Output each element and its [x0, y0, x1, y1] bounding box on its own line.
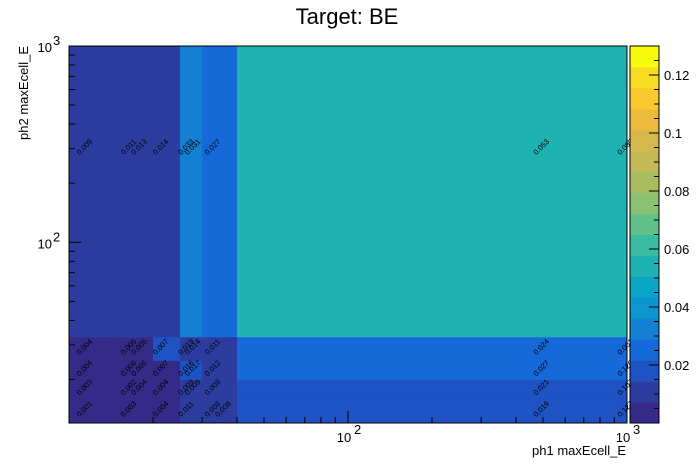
y-tick-label: 10 [38, 40, 52, 55]
heatmap-cell [180, 398, 203, 424]
y-axis-label: ph2 maxEcell_E [16, 46, 31, 140]
colorbar-swatch [630, 87, 659, 110]
heatmap-cell [118, 46, 154, 338]
colorbar-swatch [630, 46, 659, 68]
colorbar-swatch [630, 66, 659, 89]
colorbar-swatch [630, 402, 659, 424]
chart-title: Target: BE [296, 4, 399, 29]
colorbar-swatch [630, 381, 659, 403]
heatmap-cell [236, 379, 628, 399]
y-tick-exponent: 2 [53, 229, 60, 244]
heatmap-cell [180, 46, 203, 338]
colorbar-swatch [630, 297, 659, 319]
heatmap-cell [180, 336, 203, 361]
colorbar-tick-label: 0.1 [664, 126, 682, 141]
colorbar-tick-label: 0.06 [664, 242, 689, 257]
heatmap-cell [180, 379, 203, 399]
colorbar-tick-label: 0.12 [664, 68, 689, 83]
colorbar-swatch [630, 339, 659, 361]
colorbar-swatch [630, 255, 659, 277]
heatmap-cell [118, 360, 154, 380]
heatmap-cell [118, 379, 154, 399]
x-axis-label: ph1 maxEcell_E [532, 443, 626, 458]
x-tick-exponent: 3 [633, 422, 640, 437]
heatmap-cells [69, 46, 628, 424]
heatmap-cell [152, 46, 181, 338]
colorbar-swatch [630, 213, 659, 235]
heatmap-cell [202, 379, 238, 399]
colorbar-swatch [630, 234, 659, 256]
colorbar-tick-label: 0.02 [664, 358, 689, 373]
colorbar-swatch [630, 108, 659, 131]
heatmap-cell [152, 360, 181, 380]
heatmap-cell [69, 46, 119, 338]
x-tick-exponent: 2 [354, 422, 361, 437]
heatmap-cell [152, 336, 181, 361]
colorbar-tick-label: 0.04 [664, 300, 689, 315]
colorbar-swatch [630, 318, 659, 340]
y-tick-label: 10 [38, 236, 52, 251]
heatmap-cell [152, 379, 181, 399]
colorbar-swatch [630, 150, 659, 173]
colorbar-swatch [630, 129, 659, 152]
heatmap-cell [118, 336, 154, 361]
colorbar-swatch [630, 171, 659, 194]
heatmap-cell [180, 360, 203, 380]
heatmap-cell [69, 336, 119, 361]
heatmap-cell [236, 336, 628, 361]
heatmap-cell [202, 360, 238, 380]
heatmap-cell [69, 379, 119, 399]
heatmap-cell [236, 46, 628, 338]
heatmap-cell [202, 336, 238, 361]
colorbar-swatch [630, 192, 659, 215]
colorbar-swatch [630, 360, 659, 382]
heatmap-cell [118, 398, 154, 424]
heatmap-cell [69, 360, 119, 380]
x-tick-label: 10 [337, 430, 351, 445]
colorbar: 0.02 0.04 0.06 0.08 0.1 0.12 [629, 45, 689, 424]
heatmap-cell [152, 398, 181, 424]
y-tick-exponent: 3 [53, 33, 60, 48]
colorbar-swatch [630, 276, 659, 298]
heatmap-cell [236, 360, 628, 380]
heatmap-cell [202, 46, 238, 338]
heatmap-cell [202, 398, 238, 424]
heatmap-cell [69, 398, 119, 424]
colorbar-tick-label: 0.08 [664, 184, 689, 199]
x-tick-label: 10 [616, 430, 630, 445]
